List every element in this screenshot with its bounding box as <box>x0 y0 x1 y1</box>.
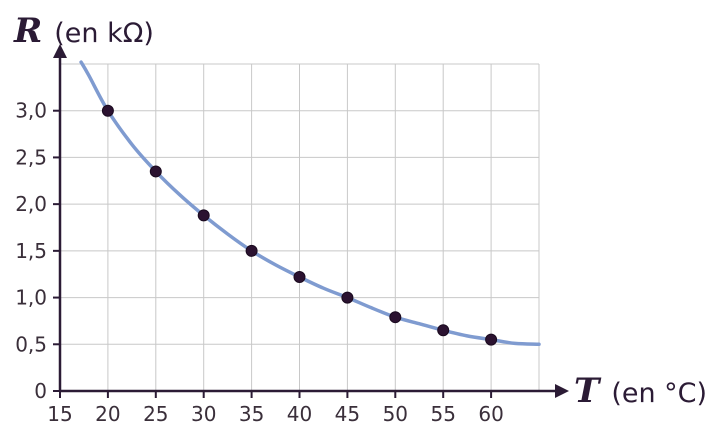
data-point <box>389 311 402 324</box>
x-tick-label: 50 <box>383 402 408 426</box>
data-point <box>485 333 498 346</box>
fit-curve <box>79 60 541 347</box>
y-tick-label: 0 <box>34 379 47 403</box>
x-tick-label: 25 <box>143 402 168 426</box>
y-tick-label: 1,5 <box>15 239 47 263</box>
x-axis-arrow <box>555 384 569 398</box>
data-point <box>197 209 210 222</box>
curve-layer <box>79 60 541 347</box>
x-tick-label: 45 <box>335 402 360 426</box>
data-point <box>341 291 354 304</box>
y-axis-unit: (en kΩ) <box>54 18 154 49</box>
grid <box>60 63 540 391</box>
data-point <box>293 271 306 284</box>
x-tick-label: 15 <box>47 402 72 426</box>
x-axis-unit: (en °C) <box>611 378 707 409</box>
x-tick-label: 40 <box>287 402 312 426</box>
x-tick-label: 30 <box>191 402 216 426</box>
x-tick-labels: 15 20 25 30 35 40 45 50 55 60 <box>47 402 504 426</box>
x-tick-label: 20 <box>95 402 120 426</box>
y-tick-label: 2,0 <box>15 192 47 216</box>
x-tick-label: 35 <box>239 402 264 426</box>
x-tick-label: 60 <box>478 402 503 426</box>
y-axis-variable: R <box>13 11 42 51</box>
y-tick-label: 1,0 <box>15 286 47 310</box>
x-tick-label: 55 <box>430 402 455 426</box>
y-tick-labels: 0 0,5 1,0 1,5 2,0 2,5 3,0 <box>15 99 47 403</box>
data-point <box>437 324 450 337</box>
data-point <box>245 244 258 257</box>
x-axis-variable: T <box>574 371 602 411</box>
x-axis-title: T (en °C) <box>574 371 707 411</box>
y-axis-arrow <box>53 44 67 58</box>
y-tick-label: 0,5 <box>15 332 47 356</box>
data-point <box>101 104 114 117</box>
y-axis-title: R (en kΩ) <box>13 11 154 51</box>
y-tick-label: 3,0 <box>15 99 47 123</box>
y-tick-label: 2,5 <box>15 145 47 169</box>
axes <box>53 44 569 398</box>
data-point <box>149 165 162 178</box>
points-layer <box>101 104 498 346</box>
